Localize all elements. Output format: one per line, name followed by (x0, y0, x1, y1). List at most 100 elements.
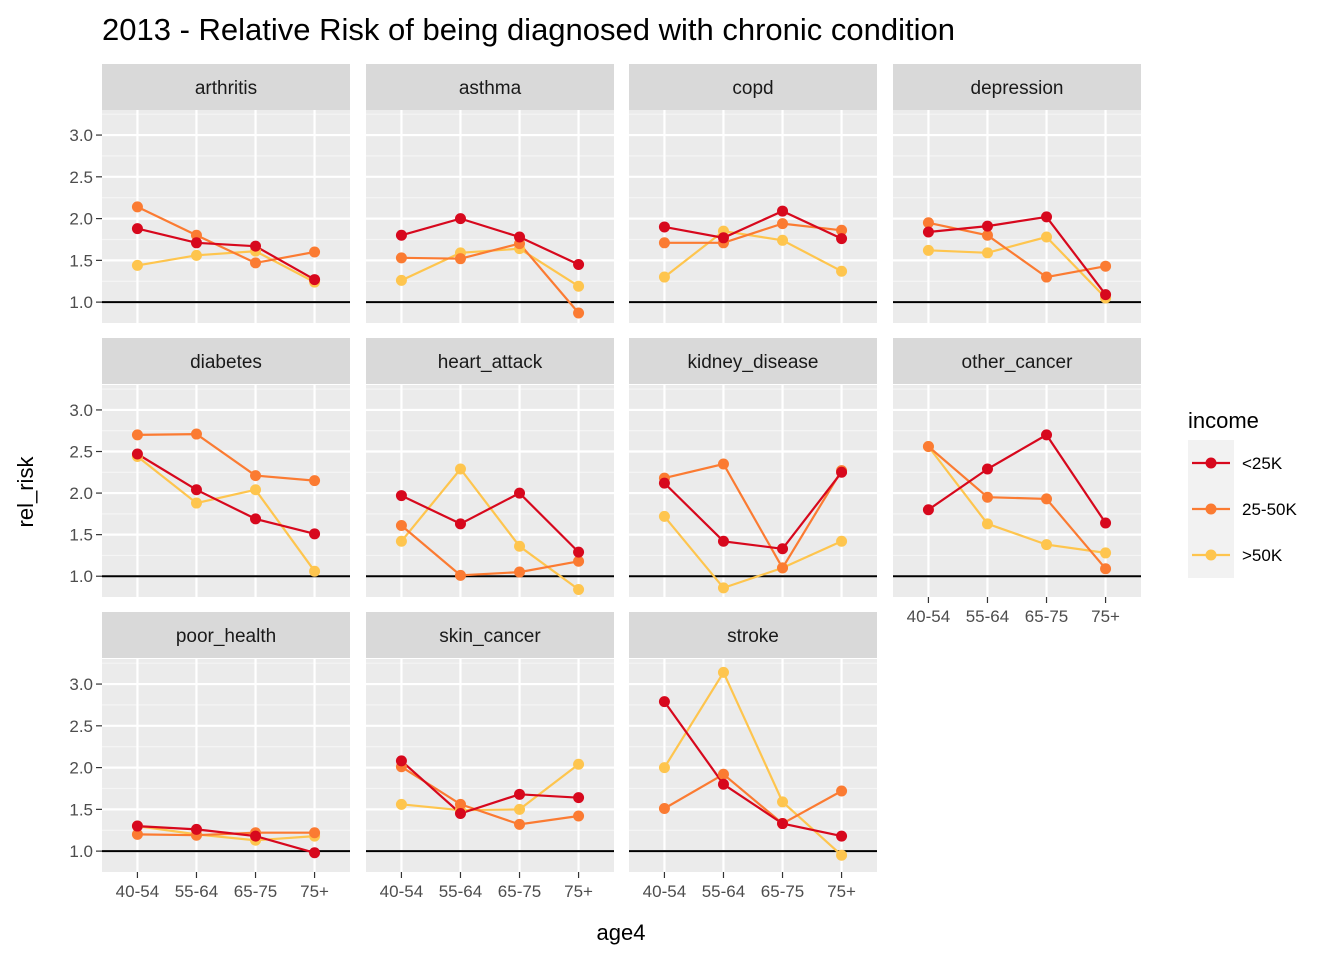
legend-item: <25K (1188, 440, 1283, 486)
strip-background (629, 64, 877, 110)
series-line (663, 670, 843, 857)
panel-depression: depression (893, 64, 1141, 323)
series-line (137, 432, 315, 482)
data-point (777, 796, 789, 808)
x-tick-label: 40-54 (116, 882, 159, 901)
strip-label: arthritis (195, 78, 257, 99)
data-point (454, 798, 466, 810)
data-point (514, 803, 526, 815)
data-point (981, 229, 993, 241)
data-point (573, 758, 585, 770)
x-tick-label: 55-64 (966, 607, 1009, 626)
y-tick-label: 2.0 (69, 484, 93, 503)
series-line (927, 433, 1107, 524)
data-point (190, 497, 202, 509)
data-point (922, 226, 934, 238)
data-point (309, 246, 321, 258)
data-point (717, 768, 729, 780)
data-point (395, 274, 407, 286)
strip-background (366, 612, 614, 658)
data-point (1100, 260, 1112, 272)
series-line (137, 250, 316, 284)
data-point (131, 820, 143, 832)
y-axis-title: rel_risk (13, 456, 38, 528)
data-point (573, 307, 585, 319)
data-point (514, 788, 526, 800)
x-tick-label: 65-75 (761, 882, 804, 901)
data-point (836, 233, 848, 245)
data-point (309, 827, 321, 839)
strip-label: stroke (727, 626, 779, 647)
data-point (981, 518, 993, 530)
x-axis-title: age4 (597, 920, 646, 945)
data-point (777, 543, 789, 555)
strip-label: depression (971, 78, 1064, 99)
data-point (395, 798, 407, 810)
x-tick-label: 75+ (300, 882, 329, 901)
data-point (1100, 563, 1112, 575)
data-point (836, 224, 848, 236)
data-point (777, 205, 789, 217)
data-point (981, 220, 993, 232)
series-line (664, 222, 842, 244)
data-point (1041, 429, 1053, 441)
data-point (454, 463, 466, 475)
data-point (658, 271, 670, 283)
legend-key-point (1205, 457, 1217, 469)
series-line (400, 491, 580, 553)
data-point (309, 274, 321, 286)
strip-background (366, 338, 614, 384)
data-point (250, 484, 262, 496)
data-point (190, 249, 202, 261)
strip-label: asthma (459, 78, 522, 99)
data-point (131, 259, 143, 271)
data-point (658, 237, 670, 249)
panels-group: arthritis 1.0 1.5 2.0 2.5 3.0 asthma copd depres… (69, 64, 1141, 901)
data-point (454, 213, 466, 225)
data-point (309, 528, 321, 540)
data-point (309, 475, 321, 487)
data-point (395, 535, 407, 547)
data-point (514, 818, 526, 830)
series-line (137, 825, 315, 854)
series-line (663, 772, 843, 825)
series-line (401, 217, 580, 266)
y-tick-label: 2.0 (69, 759, 93, 778)
y-tick-label: 1.5 (69, 800, 93, 819)
x-tick-label: 55-64 (439, 882, 482, 901)
panel-background (629, 385, 877, 597)
x-tick-label: 65-75 (498, 882, 541, 901)
legend-title: income (1188, 408, 1259, 433)
series-line (664, 462, 843, 571)
strip-label: copd (732, 78, 773, 99)
data-point (836, 265, 848, 277)
data-point (717, 778, 729, 790)
series-line (136, 455, 316, 572)
panel-copd: copd (629, 64, 877, 323)
data-point (1100, 289, 1112, 301)
series-line (137, 825, 315, 842)
data-point (777, 218, 789, 230)
data-point (190, 237, 202, 249)
data-point (454, 808, 466, 820)
series-line (663, 229, 843, 278)
data-point (658, 510, 670, 522)
data-point (777, 234, 789, 246)
data-point (658, 762, 670, 774)
y-tick-label: 3.0 (69, 126, 93, 145)
strip-background (366, 64, 614, 110)
panel-background (629, 659, 877, 872)
data-point (250, 257, 262, 269)
data-point (1041, 493, 1053, 505)
data-point (395, 252, 407, 264)
strip-label: heart_attack (438, 352, 543, 373)
data-point (922, 244, 934, 256)
y-tick-label: 3.0 (69, 675, 93, 694)
data-point (573, 810, 585, 822)
panel-other-cancer: other_cancer 40-54 55-64 65-75 75+ (893, 338, 1141, 626)
panel-arthritis: arthritis 1.0 1.5 2.0 2.5 3.0 (69, 64, 350, 323)
series-line (401, 763, 580, 812)
y-tick-label: 1.5 (69, 251, 93, 270)
data-point (658, 221, 670, 233)
data-point (131, 448, 143, 460)
